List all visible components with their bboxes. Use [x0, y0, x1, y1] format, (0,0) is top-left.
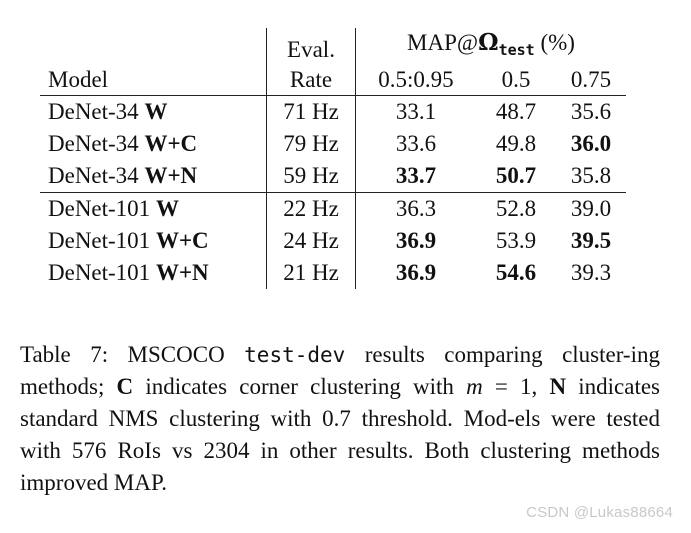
table-row: DeNet-101 W 22 Hz 36.3 52.8 39.0 [40, 192, 626, 225]
table-row: DeNet-101 W+C 24 Hz 36.9 53.9 39.5 [40, 225, 626, 257]
cell-map-75: 39.5 [570, 228, 612, 253]
caption-math-var: m [466, 374, 483, 399]
model-method: W+C [144, 131, 198, 156]
model-name: DeNet-34 [48, 99, 145, 124]
table-header-row-top: Eval. MAP@Ωtest (%) [40, 28, 626, 65]
cell-model: DeNet-34 W [40, 95, 267, 128]
header-map: MAP@Ωtest (%) [356, 28, 627, 65]
header-iou-all: 0.5:0.95 [355, 65, 476, 96]
header-eval: Eval. [266, 28, 356, 65]
cell-rate: 59 Hz [266, 160, 356, 193]
omega-subscript: test [498, 41, 535, 59]
model-method: W+C [155, 228, 209, 253]
model-name: DeNet-34 [48, 163, 145, 188]
table-row: DeNet-101 W+N 21 Hz 36.9 54.6 39.3 [40, 257, 626, 289]
cell-map-75: 35.6 [570, 99, 612, 124]
caption-part: results comparing cluster-ing methods; [20, 342, 660, 399]
cell-map-all: 36.9 [395, 228, 437, 253]
model-method: W [144, 99, 168, 124]
cell-map-50: 52.8 [495, 196, 537, 221]
caption-part: indicates standard NMS clustering with 0… [20, 374, 660, 495]
watermark: CSDN @Lukas88664 [526, 504, 673, 521]
cell-map-50: 48.7 [495, 99, 537, 124]
cell-map-50: 50.7 [476, 160, 556, 193]
cell-map-50: 53.9 [495, 228, 537, 253]
table-row: DeNet-34 W 71 Hz 33.1 48.7 35.6 [40, 95, 626, 128]
results-table: Eval. MAP@Ωtest (%) Model Rate 0.5:0.95 … [40, 28, 626, 289]
cell-map-75: 39.0 [570, 196, 612, 221]
caption-bold-c: C [116, 374, 134, 399]
caption-math-eq: = 1, [482, 374, 550, 399]
cell-model: DeNet-101 W [40, 192, 267, 225]
caption-text: Table 7: MSCOCO test-dev results compari… [20, 339, 660, 499]
header-model-blank [40, 28, 267, 65]
caption-code: test-dev [244, 343, 346, 367]
cell-map-all: 33.7 [355, 160, 476, 193]
model-name: DeNet-101 [48, 196, 156, 221]
cell-map-all: 33.6 [395, 131, 437, 156]
map-suffix: (%) [534, 30, 575, 55]
caption-part: Table 7: MSCOCO [20, 342, 245, 367]
cell-model: DeNet-101 W+N [40, 257, 267, 289]
cell-map-all: 36.3 [395, 196, 437, 221]
cell-map-75: 39.3 [570, 260, 612, 285]
header-iou-75: 0.75 [556, 65, 626, 96]
cell-map-all: 33.1 [395, 99, 437, 124]
cell-map-50: 54.6 [495, 260, 537, 285]
cell-map-50: 49.8 [495, 131, 537, 156]
cell-rate: 79 Hz [266, 128, 356, 160]
model-name: DeNet-34 [48, 131, 145, 156]
model-name: DeNet-101 [48, 260, 156, 285]
cell-map-all: 36.9 [395, 260, 437, 285]
table-row: DeNet-34 W+N 59 Hz 33.7 50.7 35.8 [40, 160, 626, 193]
cell-model: DeNet-34 W+N [40, 160, 267, 193]
map-prefix: MAP@ [407, 30, 479, 55]
header-model: Model [40, 65, 267, 96]
results-table-container: Eval. MAP@Ωtest (%) Model Rate 0.5:0.95 … [40, 28, 640, 289]
cell-rate: 21 Hz [266, 257, 356, 289]
model-name: DeNet-101 [48, 228, 156, 253]
cell-rate: 22 Hz [266, 192, 356, 225]
cell-model: DeNet-34 W+C [40, 128, 267, 160]
cell-rate: 24 Hz [266, 225, 356, 257]
model-method: W+N [155, 260, 209, 285]
header-iou-50: 0.5 [476, 65, 556, 96]
omega-symbol: Ω [478, 29, 499, 56]
caption-part: indicates corner clustering with [133, 374, 467, 399]
cell-model: DeNet-101 W+C [40, 225, 267, 257]
cell-map-75: 35.8 [556, 160, 626, 193]
cell-map-75: 36.0 [570, 131, 612, 156]
table-row: DeNet-34 W+C 79 Hz 33.6 49.8 36.0 [40, 128, 626, 160]
table-header-row-bottom: Model Rate 0.5:0.95 0.5 0.75 [40, 65, 626, 96]
caption-bold-n: N [549, 374, 567, 399]
model-method: W [155, 196, 179, 221]
header-rate: Rate [266, 65, 356, 96]
model-method: W+N [144, 163, 198, 188]
table-caption: Table 7: MSCOCO test-dev results compari… [20, 339, 660, 499]
cell-rate: 71 Hz [266, 95, 356, 128]
